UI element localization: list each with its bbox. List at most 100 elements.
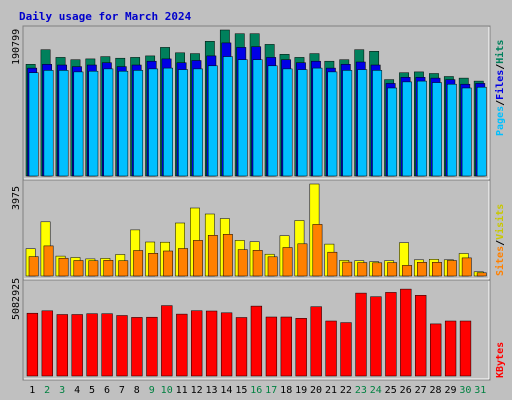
bar-pages-day-22 <box>342 70 353 177</box>
scale-label-hits: 190799 <box>11 29 22 65</box>
bar-kbytes-day-2 <box>41 310 53 377</box>
bar-kbytes-day-22 <box>340 322 352 377</box>
day-label-11: 11 <box>176 385 188 396</box>
legend-kbytes: KBytes <box>495 342 506 378</box>
day-label-12: 12 <box>191 385 203 396</box>
bar-pages-day-21 <box>327 71 338 177</box>
bar-kbytes-day-28 <box>430 323 442 377</box>
bar-sites-day-3 <box>58 257 69 277</box>
bar-pages-day-15 <box>237 59 248 177</box>
bar-kbytes-day-16 <box>250 305 263 377</box>
bar-sites-day-20 <box>312 224 323 277</box>
bar-sites-day-22 <box>342 261 353 277</box>
bar-sites-day-26 <box>402 265 412 277</box>
bar-kbytes-day-1 <box>26 312 39 377</box>
day-label-23: 23 <box>355 385 367 396</box>
day-label-7: 7 <box>119 385 125 396</box>
day-label-22: 22 <box>340 385 352 396</box>
bar-kbytes-day-8 <box>131 317 143 377</box>
day-label-19: 19 <box>295 385 307 396</box>
day-label-30: 30 <box>459 385 471 396</box>
legend-hits: Hits <box>494 40 506 64</box>
day-label-1: 1 <box>29 385 35 396</box>
svg-text:Sites/Visits: Sites/Visits <box>494 204 506 276</box>
bar-kbytes-day-10 <box>161 305 173 377</box>
scale-label-visits: 3975 <box>11 186 22 210</box>
bar-sites-day-7 <box>118 260 129 277</box>
bar-sites-day-21 <box>327 251 338 277</box>
bar-kbytes-day-6 <box>101 313 113 377</box>
panel-kbytes <box>22 279 491 381</box>
scale-label-kbytes: 5082925 <box>11 278 22 320</box>
bar-kbytes-day-19 <box>295 318 307 377</box>
day-label-14: 14 <box>220 385 232 396</box>
bar-kbytes-day-23 <box>355 292 367 377</box>
day-label-16: 16 <box>250 385 262 396</box>
bar-pages-day-10 <box>163 67 173 177</box>
legend-hits: Pages/Files/Hits <box>494 40 506 136</box>
bar-pages-day-25 <box>387 87 398 177</box>
bar-sites-day-11 <box>178 248 188 277</box>
bar-pages-day-24 <box>372 70 383 177</box>
legend-sites: Sites <box>494 246 506 276</box>
day-label-25: 25 <box>385 385 397 396</box>
day-label-29: 29 <box>444 385 456 396</box>
bar-pages-day-23 <box>357 69 368 177</box>
bar-sites-day-12 <box>193 240 203 277</box>
day-label-3: 3 <box>59 385 65 396</box>
bar-kbytes-day-18 <box>280 316 292 377</box>
day-label-8: 8 <box>134 385 140 396</box>
day-label-2: 2 <box>44 385 50 396</box>
day-label-31: 31 <box>474 385 486 396</box>
bar-sites-day-31 <box>476 272 487 277</box>
bar-pages-day-11 <box>178 69 188 177</box>
bar-sites-day-15 <box>237 249 248 277</box>
bar-sites-day-2 <box>43 245 54 277</box>
bar-kbytes-day-11 <box>176 313 188 377</box>
bar-kbytes-day-20 <box>310 306 322 377</box>
bar-sites-day-30 <box>461 257 472 277</box>
legend-slash-3: / <box>495 240 506 246</box>
bar-pages-day-12 <box>193 68 203 177</box>
legend-slash-2: / <box>495 64 506 70</box>
bar-kbytes-day-13 <box>205 310 218 377</box>
bar-kbytes-day-5 <box>86 313 98 377</box>
day-label-4: 4 <box>74 385 80 396</box>
bar-pages-day-29 <box>446 83 457 177</box>
day-label-9: 9 <box>149 385 155 396</box>
day-label-10: 10 <box>161 385 173 396</box>
bar-pages-day-17 <box>267 65 278 177</box>
bar-pages-day-4 <box>73 71 84 177</box>
bar-kbytes-day-26 <box>400 288 412 377</box>
bar-sites-day-6 <box>103 260 114 277</box>
bar-kbytes-day-9 <box>146 316 158 377</box>
bar-pages-day-1 <box>28 72 39 177</box>
bar-pages-day-19 <box>297 69 308 177</box>
legend-files: Files <box>494 70 506 100</box>
bar-sites-day-24 <box>372 262 383 277</box>
legend-visits: Sites/Visits <box>494 204 506 276</box>
bar-sites-day-16 <box>252 250 263 277</box>
bar-sites-day-1 <box>28 256 39 277</box>
bar-sites-day-14 <box>222 234 233 277</box>
bar-sites-day-19 <box>297 243 308 277</box>
day-label-15: 15 <box>235 385 247 396</box>
chart-title: Daily usage for March 2024 <box>19 10 192 23</box>
panel-visits <box>22 179 491 281</box>
day-label-28: 28 <box>429 385 441 396</box>
bar-sites-day-27 <box>417 262 427 277</box>
day-label-20: 20 <box>310 385 322 396</box>
bar-sites-day-10 <box>163 250 173 277</box>
bar-pages-day-14 <box>222 56 233 177</box>
legend-kbytes-label: KBytes <box>495 342 506 378</box>
day-label-6: 6 <box>104 385 110 396</box>
bar-sites-day-5 <box>88 260 99 277</box>
bar-pages-day-26 <box>402 81 412 177</box>
bar-kbytes-day-30 <box>459 320 472 377</box>
day-label-17: 17 <box>265 385 277 396</box>
bar-pages-day-3 <box>58 70 69 177</box>
bar-kbytes-day-14 <box>220 312 233 377</box>
bar-kbytes-day-3 <box>56 314 68 377</box>
bar-sites-day-23 <box>357 262 368 277</box>
